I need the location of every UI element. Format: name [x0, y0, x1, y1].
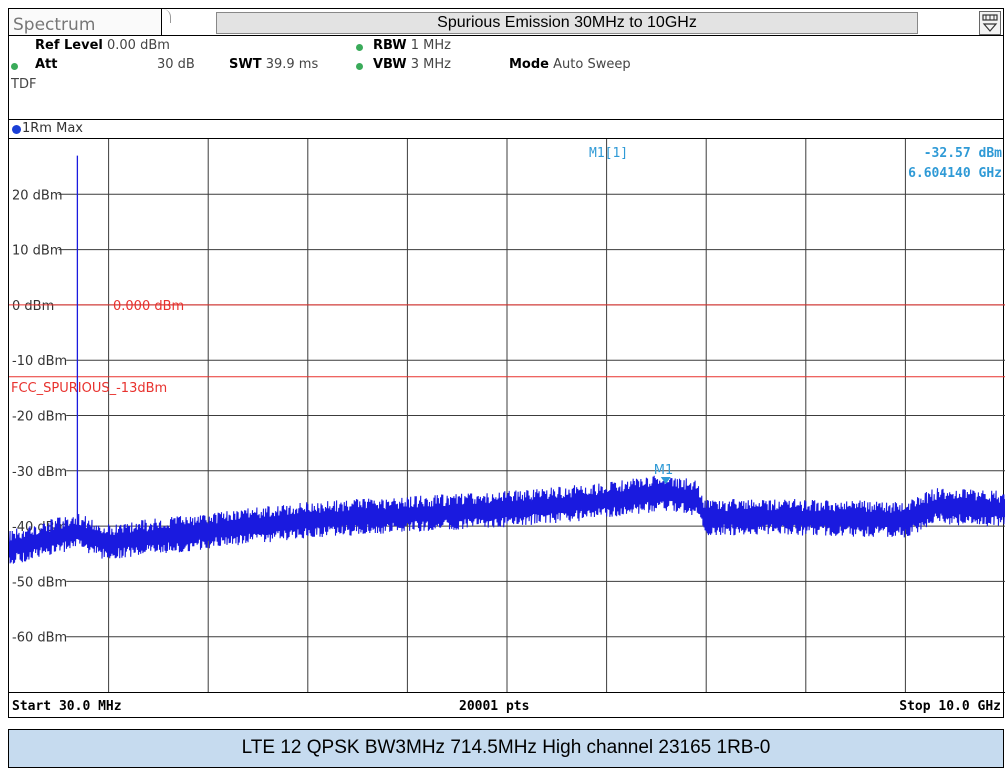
rbw-label: RBW [373, 38, 407, 53]
ref-level-label: Ref Level [35, 38, 103, 53]
y-tick-label: 0 dBm [12, 299, 54, 314]
att-label: Att [35, 57, 58, 72]
att-indicator-dot [11, 63, 18, 70]
y-tick-label-bg [9, 241, 59, 258]
y-tick-label: -10 dBm [12, 354, 67, 369]
swt-label: SWT [229, 57, 262, 72]
reference-line-label: 0.000 dBm [113, 299, 184, 314]
trace-info-row: 1Rm Max [9, 119, 1003, 139]
rbw-setting: RBW 1 MHz [373, 38, 451, 53]
vbw-setting: VBW 3 MHz [373, 57, 451, 72]
y-tick-label-bg [9, 628, 67, 645]
vbw-value: 3 MHz [410, 57, 451, 72]
sweep-points: 20001 pts [459, 699, 530, 714]
y-tick-label: 10 dBm [12, 244, 63, 259]
mode-setting: Mode Auto Sweep [509, 57, 631, 72]
marker-m1-triangle [660, 477, 671, 485]
measurement-title: Spurious Emission 30MHz to 10GHz [216, 12, 918, 34]
spectrum-tab-label: Spectrum [13, 15, 96, 35]
trace-indicator-dot [12, 125, 21, 134]
vbw-label: VBW [373, 57, 407, 72]
marker-readout-frequency: 6.604140 GHz [908, 166, 1002, 181]
marker-readout-label: M1[1] [589, 146, 628, 161]
y-tick-label: -20 dBm [12, 410, 67, 425]
sweep-footer: Start 30.0 MHz 20001 pts Stop 10.0 GHz [9, 692, 1005, 719]
marker-readout-level: -32.57 dBm [924, 146, 1002, 161]
display-config-icon[interactable] [979, 11, 1001, 35]
y-tick-label-bg [9, 352, 67, 369]
att-value: 30 dB [157, 57, 195, 72]
y-tick-label-bg [9, 573, 67, 590]
tab-edge [162, 9, 171, 23]
mode-label: Mode [509, 57, 549, 72]
y-tick-label: 20 dBm [12, 188, 63, 203]
y-tick-label-bg [9, 462, 67, 479]
vbw-indicator-dot [356, 63, 363, 70]
title-divider [9, 35, 1003, 36]
rbw-value: 1 MHz [410, 38, 451, 53]
start-frequency: Start 30.0 MHz [12, 699, 122, 714]
y-tick-label-bg [9, 407, 67, 424]
mode-value: Auto Sweep [553, 57, 631, 72]
test-caption: LTE 12 QPSK BW3MHz 714.5MHz High channel… [8, 729, 1004, 768]
spectrum-tab[interactable]: Spectrum [9, 9, 162, 36]
ref-level-setting: Ref Level 0.00 dBm [35, 38, 170, 53]
swt-setting: SWT 39.9 ms [229, 57, 318, 72]
rbw-indicator-dot [356, 44, 363, 51]
marker-m1-label: M1 [654, 463, 674, 478]
y-tick-label: -50 dBm [12, 575, 67, 590]
trace-mode-label: 1Rm Max [22, 121, 83, 136]
y-tick-label: -60 dBm [12, 631, 67, 646]
swt-value: 39.9 ms [265, 57, 319, 72]
limit-line-label: FCC_SPURIOUS_-13dBm [11, 381, 167, 396]
tdf-label: TDF [11, 77, 37, 92]
y-tick-label-bg [9, 186, 59, 203]
stop-frequency: Stop 10.0 GHz [899, 699, 1001, 714]
y-tick-label: -30 dBm [12, 465, 67, 480]
ref-level-value: 0.00 dBm [107, 38, 170, 53]
spectrum-trace [9, 475, 1005, 564]
spectrum-analyzer-screen: Spectrum Spurious Emission 30MHz to 10GH… [8, 8, 1005, 719]
